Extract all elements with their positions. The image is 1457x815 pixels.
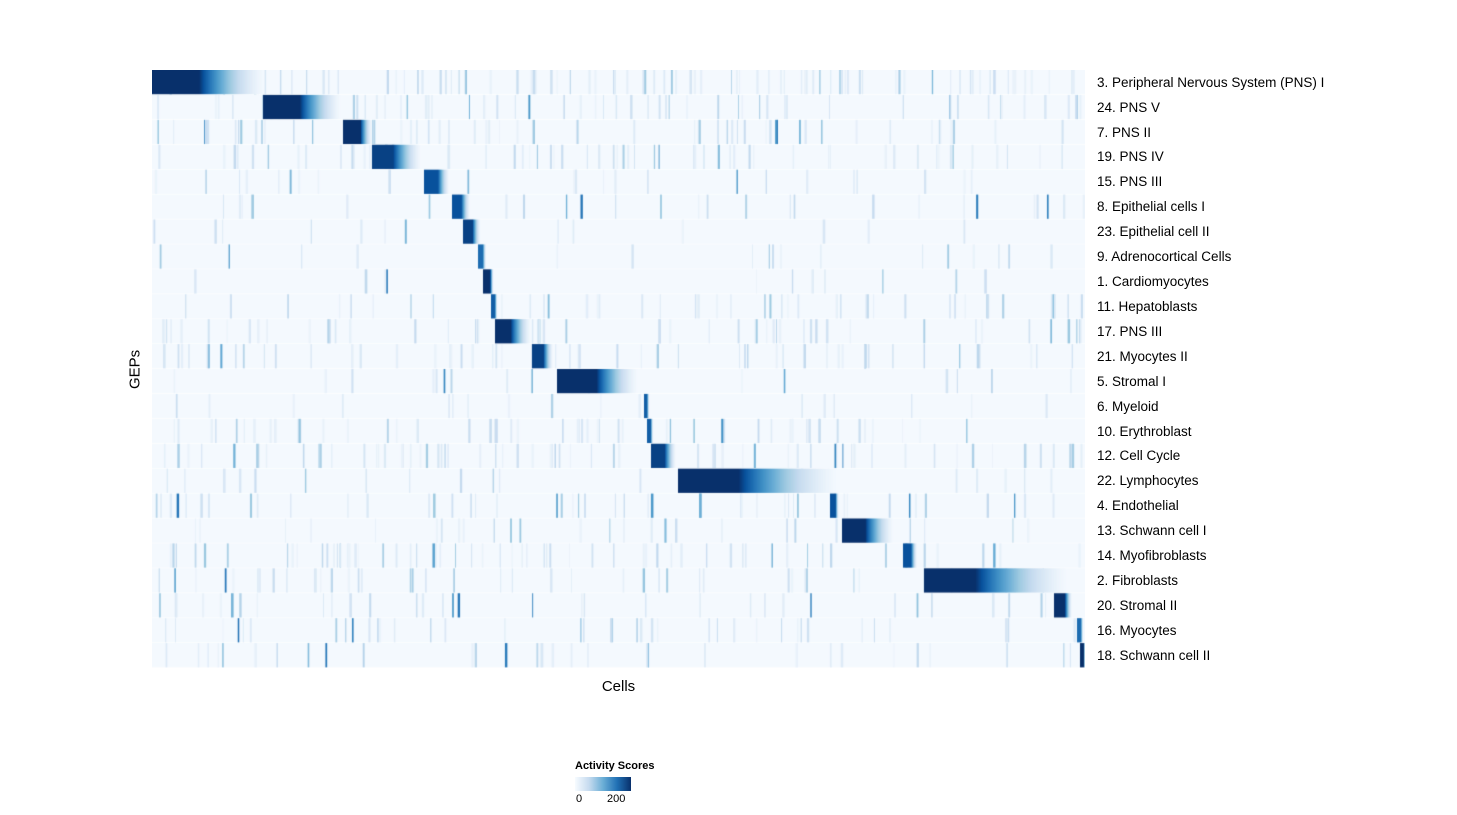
row-label: 17. PNS III [1097,323,1163,339]
y-axis-label: GEPs [126,349,144,389]
row-label: 22. Lymphocytes [1097,473,1199,489]
row-label: 1. Cardiomyocytes [1097,274,1209,290]
heatmap-canvas [152,70,1085,668]
row-label: 9. Adrenocortical Cells [1097,249,1232,265]
row-label: 13. Schwann cell I [1097,523,1207,539]
row-label: 18. Schwann cell II [1097,647,1211,663]
row-label: 12. Cell Cycle [1097,448,1181,464]
row-label: 4. Endothelial [1097,498,1179,514]
row-label: 15. PNS III [1097,174,1163,190]
legend-ticks: 0 200 [575,793,715,807]
row-label: 23. Epithelial cell II [1097,224,1210,240]
row-labels: 3. Peripheral Nervous System (PNS) I 24. … [1097,70,1452,668]
colorbar-legend: Activity Scores 0 200 [575,760,715,807]
row-label: 14. Myofibroblasts [1097,548,1207,564]
row-label: 16. Myocytes [1097,622,1177,638]
row-label: 5. Stromal I [1097,373,1167,389]
row-label: 24. PNS V [1097,99,1161,115]
row-label: 19. PNS IV [1097,149,1164,165]
row-label: 21. Myocytes II [1097,348,1188,364]
row-label: 7. PNS II [1097,124,1152,140]
legend-tick-max: 200 [607,793,626,805]
row-label: 20. Stromal II [1097,597,1178,613]
x-axis-label: Cells [601,678,636,695]
legend-title: Activity Scores [575,760,655,772]
row-label: 6. Myeloid [1097,398,1159,414]
row-label: 8. Epithelial cells I [1097,199,1206,215]
colorbar-gradient [575,777,631,791]
row-label: 11. Hepatoblasts [1097,298,1198,314]
row-label: 10. Erythroblast [1097,423,1192,439]
row-label: 3. Peripheral Nervous System (PNS) I [1097,74,1325,90]
row-label: 2. Fibroblasts [1097,573,1179,589]
legend-tick-min: 0 [576,793,583,805]
